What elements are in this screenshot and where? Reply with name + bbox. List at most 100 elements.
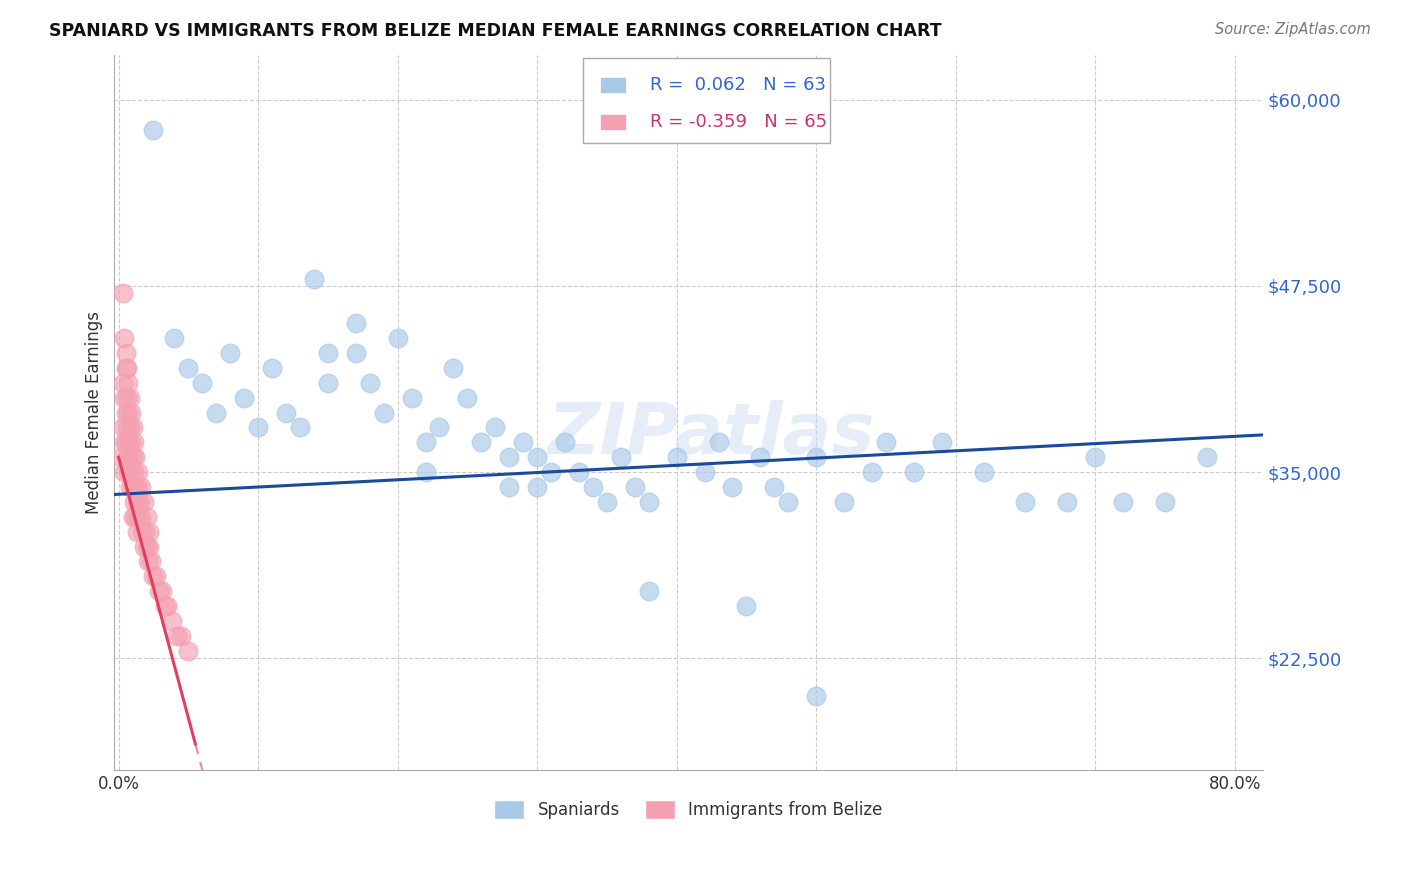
Point [135,540,157,554]
Point [112,435,135,450]
Point [115,450,138,465]
Point [205,406,228,420]
Point [114,406,136,420]
Point [156,599,179,614]
Point [124,480,146,494]
Point [136,554,159,568]
Point [610,450,633,465]
Point [219,346,242,360]
Point [1056,495,1078,509]
Point [134,524,156,539]
Point [131,524,153,539]
Point [124,509,146,524]
Point [359,376,381,390]
Legend: Spaniards, Immigrants from Belize: Spaniards, Immigrants from Belize [488,793,890,826]
Point [707,435,730,450]
Point [554,435,576,450]
Point [145,569,167,583]
Point [177,360,200,375]
Point [139,554,162,568]
Point [429,420,451,434]
Point [148,584,170,599]
Point [903,465,925,479]
Point [806,450,828,465]
Point [118,450,141,465]
Point [114,346,136,360]
Point [191,376,214,390]
Point [1112,495,1135,509]
Point [121,450,143,465]
Point [138,540,160,554]
Y-axis label: Median Female Earnings: Median Female Earnings [86,311,103,514]
Point [114,435,136,450]
Point [177,644,200,658]
Point [110,450,132,465]
Point [121,420,143,434]
Point [637,495,659,509]
Point [112,391,135,405]
Point [125,524,148,539]
Point [111,420,134,434]
Point [120,406,142,420]
Point [128,495,150,509]
Point [665,450,688,465]
Point [931,435,953,450]
Point [693,465,716,479]
Point [127,465,149,479]
Point [233,391,256,405]
Point [121,509,143,524]
Point [721,480,744,494]
Point [498,450,520,465]
Point [111,286,134,301]
Point [117,406,139,420]
Point [415,435,437,450]
Point [118,480,141,494]
Point [142,569,165,583]
Point [262,360,284,375]
Point [806,689,828,703]
Point [637,584,659,599]
Point [247,420,270,434]
Point [274,406,297,420]
Point [526,480,548,494]
Point [401,391,423,405]
Point [1195,450,1218,465]
Point [121,480,143,494]
Point [114,360,136,375]
Point [860,465,883,479]
Point [115,360,138,375]
Text: SPANIARD VS IMMIGRANTS FROM BELIZE MEDIAN FEMALE EARNINGS CORRELATION CHART: SPANIARD VS IMMIGRANTS FROM BELIZE MEDIA… [49,22,942,40]
Point [115,391,138,405]
Point [122,495,145,509]
Point [763,480,786,494]
Point [127,509,149,524]
Point [288,420,311,434]
Point [160,614,183,628]
Point [540,465,562,479]
Point [498,480,520,494]
Point [973,465,995,479]
Point [111,376,134,390]
Point [582,480,605,494]
Point [129,509,152,524]
Point [129,480,152,494]
Point [344,316,367,330]
Point [132,540,155,554]
Point [415,465,437,479]
Point [115,420,138,434]
Point [316,376,339,390]
Point [132,495,155,509]
Point [150,584,173,599]
Point [117,376,139,390]
Point [1014,495,1036,509]
Point [512,435,534,450]
Point [749,450,772,465]
Point [170,629,193,643]
Point [117,465,139,479]
Point [112,331,135,345]
Point [624,480,647,494]
Point [302,271,325,285]
Point [443,360,465,375]
Point [316,346,339,360]
Point [153,599,176,614]
